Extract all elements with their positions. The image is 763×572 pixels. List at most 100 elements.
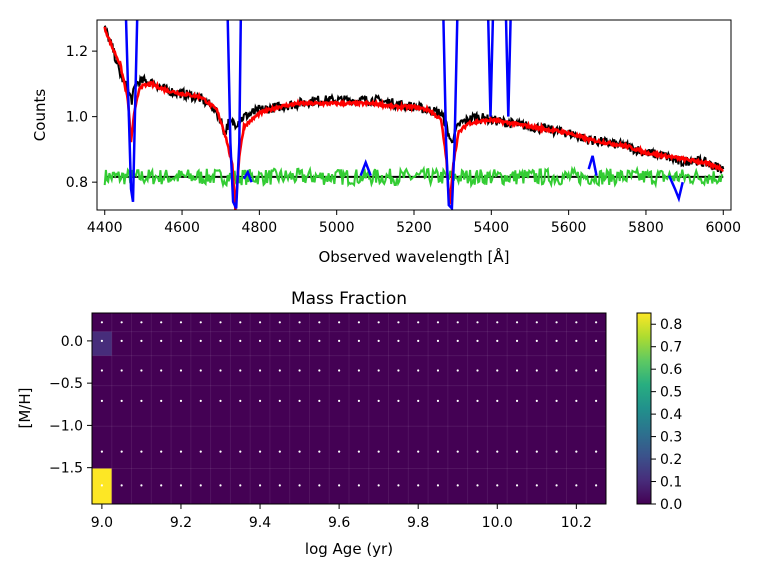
grid-point [476,339,479,342]
grid-point [417,339,420,342]
grid-point [417,369,420,372]
grid-point [575,484,578,487]
grid-point [357,321,360,324]
colorbar-tick-label: 0.8 [660,317,682,333]
grid-point [377,369,380,372]
grid-point [397,321,400,324]
grid-point [199,450,202,453]
y-tick-label: 0.8 [66,175,88,191]
grid-point [535,369,538,372]
spectrum-x-ticks: 4400 4600 4800 5000 5200 5400 5600 5800 6000 [87,210,741,236]
grid-point [436,339,440,342]
heatmap-grid [92,313,606,504]
spectrum-x-label: Observed wavelength [Å] [318,247,509,266]
grid-point [338,484,341,487]
grid-point [338,450,341,453]
y-tick-label: 1.0 [66,110,88,126]
grid-point [595,321,598,324]
grid-point [515,450,519,453]
grid-point [515,369,519,372]
grid-point [318,369,321,372]
y-tick-label: −1.0 [49,418,83,434]
grid-point [120,339,123,342]
grid-point [456,369,459,372]
grid-point [140,369,143,372]
grid-point [555,369,558,372]
grid-point [298,339,301,342]
heatmap-x-ticks: 9.0 9.2 9.4 9.6 9.8 10.0 10.2 [91,504,592,531]
grid-point [199,321,202,324]
grid-point [179,339,183,342]
grid-point [456,450,459,453]
grid-point [357,369,360,372]
grid-point [515,339,519,342]
x-tick-label: 9.0 [91,515,113,531]
grid-point [595,339,598,342]
heatmap-cell-1 [92,331,112,356]
grid-point [555,339,558,342]
grid-point [476,399,479,402]
grid-point [595,369,598,372]
spectrum-y-label: Counts [31,89,49,142]
grid-point [595,450,598,453]
heatmap-grid-points [100,321,598,487]
grid-point [219,369,222,372]
grid-point [179,399,183,402]
grid-point [357,339,360,342]
grid-point [555,399,558,402]
x-tick-label: 6000 [705,220,741,236]
grid-point [120,399,123,402]
y-tick-label: 1.2 [66,44,88,60]
grid-point [535,339,538,342]
grid-point [199,399,202,402]
grid-point [278,369,281,372]
grid-point [417,450,420,453]
grid-point [239,321,242,324]
grid-point [338,369,341,372]
grid-point [278,339,281,342]
x-tick-label: 5000 [319,220,355,236]
grid-point [239,369,242,372]
grid-point [100,369,103,372]
grid-point [278,484,281,487]
spectrum-y-ticks: 0.8 1.0 1.2 [66,44,97,191]
grid-point [140,321,143,324]
grid-point [456,321,459,324]
spectrum-plot: 4400 4600 4800 5000 5200 5400 5600 5800 6000 0.8… [31,19,741,266]
grid-point [575,369,578,372]
grid-point [278,321,281,324]
masked-segment-0 [124,20,139,202]
grid-point [140,450,143,453]
grid-point [160,369,163,372]
grid-point [160,450,163,453]
grid-point [456,484,459,487]
grid-point [397,399,400,402]
grid-point [436,399,440,402]
grid-point [160,339,163,342]
grid-point [476,369,479,372]
grid-point [555,484,558,487]
grid-point [476,450,479,453]
grid-point [496,339,499,342]
spectrum-axes-frame [96,19,732,211]
grid-point [595,399,598,402]
masked-segment-3 [359,158,372,177]
x-tick-label: 10.2 [561,515,592,531]
masked-segment-2 [242,169,253,183]
grid-point [278,450,281,453]
grid-point [338,339,341,342]
grid-point [377,321,380,324]
series-model [103,26,724,210]
grid-point [318,399,321,402]
grid-point [496,369,499,372]
x-tick-label: 5200 [396,220,432,236]
grid-point [357,399,360,402]
grid-point [258,484,262,487]
colorbar-tick-label: 0.3 [660,430,682,446]
grid-point [456,399,459,402]
grid-point [496,321,499,324]
grid-point [377,339,380,342]
grid-point [100,484,103,487]
x-tick-label: 9.2 [170,515,192,531]
grid-point [278,399,281,402]
